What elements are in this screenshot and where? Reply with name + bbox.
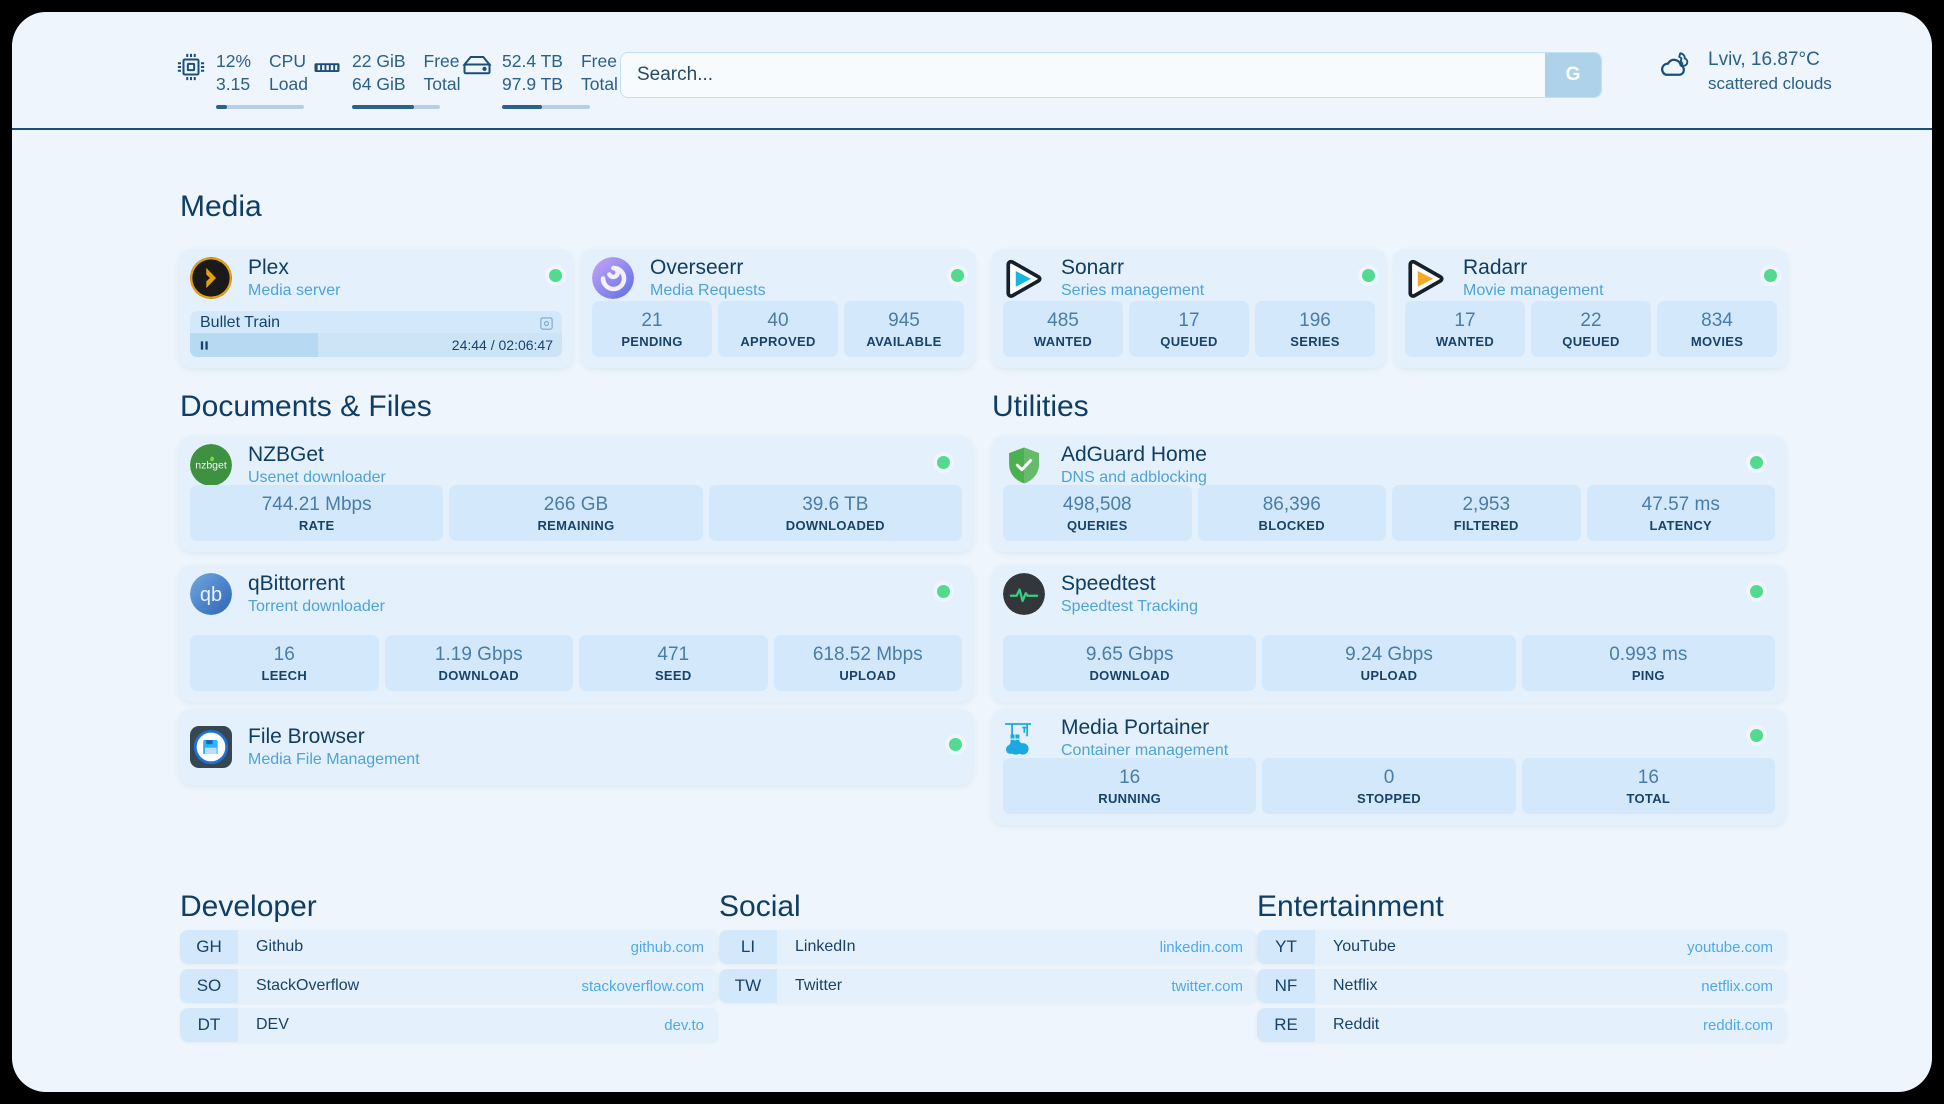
svg-text:qb: qb: [200, 584, 222, 606]
svg-text:nzbget: nzbget: [195, 460, 227, 472]
